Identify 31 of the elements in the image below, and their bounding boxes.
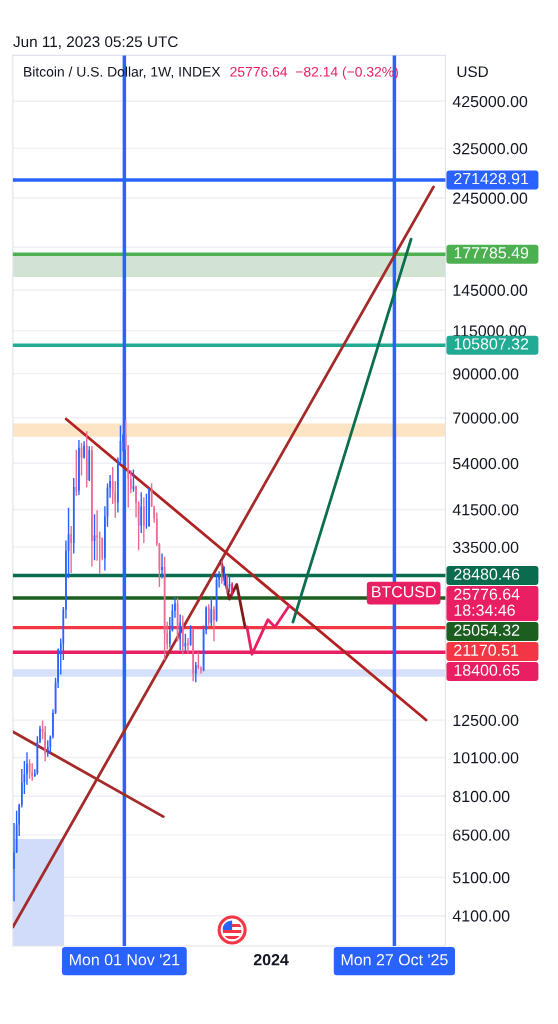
ref-line-label: 21170.51	[454, 644, 519, 656]
y-tick-label: 4100.00	[452, 910, 510, 922]
text: 18:34:46	[454, 604, 515, 616]
ref-line-label: 25054.32	[454, 624, 520, 636]
y-tick-label: 70000.00	[453, 412, 519, 424]
ref-line-label: 105807.32	[454, 338, 529, 350]
x-tick-label: 2024	[253, 954, 289, 966]
ref-line-label: 271428.91	[454, 172, 529, 185]
x-tick-label: Mon 01 Nov '21	[69, 954, 180, 966]
text: 25776.64	[454, 588, 520, 600]
annotation: BTCUSD	[372, 586, 436, 598]
text: Jun 11, 2023 05:25 UTC	[13, 36, 178, 49]
y-tick-label: 5100.00	[452, 872, 510, 884]
y-tick-label: 10100.00	[453, 752, 519, 764]
y-tick-label: 6500.00	[453, 829, 510, 841]
y-tick-label: 8100.00	[453, 790, 510, 803]
ref-line-label: 28480.46	[454, 568, 520, 580]
ref-line-label: 177785.49	[454, 247, 529, 259]
y-tick-label: 115000.00	[453, 325, 527, 337]
x-tick-label: Mon 27 Oct '25	[341, 954, 448, 966]
y-tick-label: 325000.00	[452, 142, 528, 155]
y-tick-label: 54000.00	[452, 457, 519, 470]
ref-line-label: 18400.65	[454, 664, 520, 676]
y-tick-label: 41500.00	[452, 504, 519, 516]
y-tick-label: 33500.00	[452, 541, 519, 554]
y-tick-label: 425000.00	[452, 95, 528, 108]
y-tick-label: 145000.00	[453, 284, 528, 296]
y-tick-label: 245000.00	[453, 192, 528, 204]
y-tick-label: 90000.00	[453, 368, 519, 380]
y-axis-title: USD	[457, 66, 488, 78]
y-tick-label: 12500.00	[453, 714, 519, 727]
